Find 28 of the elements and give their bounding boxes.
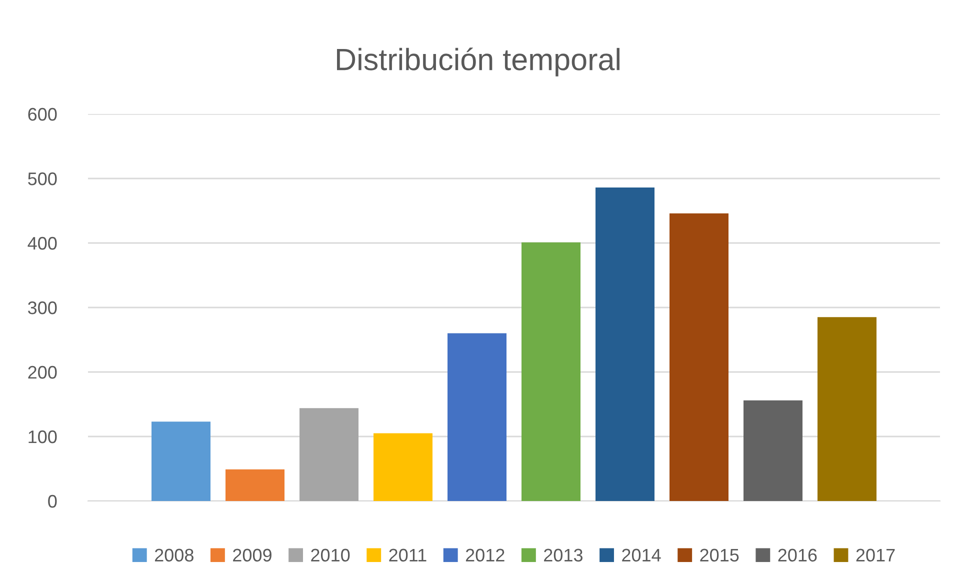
y-tick-label: 200 [28, 366, 57, 379]
y-tick-label: 100 [28, 430, 57, 444]
y-tick-label: 400 [28, 236, 57, 250]
legend-label: 2010 [311, 548, 350, 562]
bar [744, 400, 802, 501]
bar [152, 422, 210, 501]
bar [226, 469, 284, 501]
bar [596, 188, 654, 501]
legend-label: 2017 [856, 548, 895, 562]
legend-label: 2015 [700, 548, 739, 562]
legend-label: 2012 [466, 548, 504, 562]
bar [522, 242, 580, 501]
y-tick-label: 0 [48, 494, 57, 508]
y-tick-label: 600 [28, 108, 57, 121]
legend-label: 2016 [778, 548, 817, 562]
bar [374, 433, 432, 501]
bar [300, 408, 358, 501]
y-tick-label: 500 [28, 172, 57, 186]
legend-label: 2009 [233, 548, 272, 562]
legend-label: 2011 [389, 548, 426, 562]
y-tick-label: 300 [28, 301, 57, 314]
chart-title: Distribución temporal [337, 48, 620, 76]
legend-label: 2014 [622, 548, 661, 562]
legend-label: 2013 [544, 548, 582, 562]
bar [818, 317, 876, 501]
bar [448, 333, 506, 501]
legend-label: 2008 [154, 548, 194, 562]
bar [670, 213, 728, 501]
